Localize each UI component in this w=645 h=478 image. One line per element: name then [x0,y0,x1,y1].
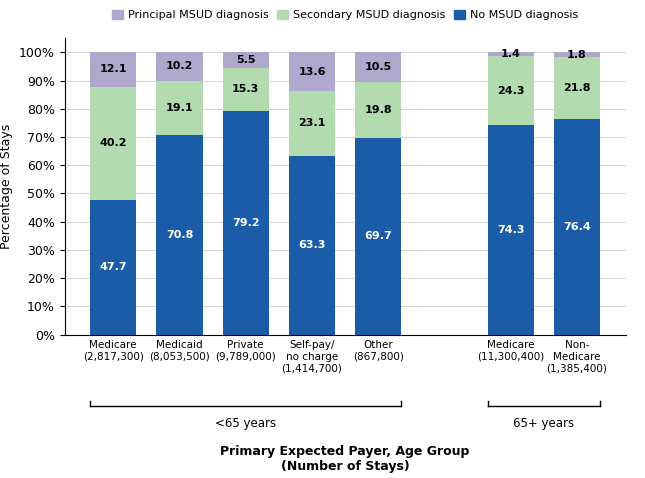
Bar [355,53,401,82]
Bar [90,53,136,87]
Text: 74.3: 74.3 [497,225,524,235]
Text: 79.2: 79.2 [232,218,259,228]
Text: 1.4: 1.4 [501,49,521,59]
Text: 19.1: 19.1 [166,103,194,113]
Text: 13.6: 13.6 [298,66,326,76]
Bar [488,125,534,335]
Text: 19.8: 19.8 [364,105,392,115]
Bar [355,82,401,138]
Bar [488,53,534,56]
Text: 1.8: 1.8 [567,50,587,60]
Text: 65+ years: 65+ years [513,417,575,430]
Bar [223,111,269,335]
Bar [90,200,136,335]
Bar [90,87,136,200]
Bar [554,57,600,119]
Bar [554,119,600,335]
Text: 47.7: 47.7 [99,262,127,272]
Text: 15.3: 15.3 [232,85,259,95]
Text: 10.2: 10.2 [166,62,193,72]
Text: 12.1: 12.1 [99,65,127,75]
Text: Primary Expected Payer, Age Group
(Number of Stays): Primary Expected Payer, Age Group (Numbe… [221,445,470,473]
Bar [488,56,534,125]
Bar [223,68,269,111]
Bar [289,53,335,91]
Text: 63.3: 63.3 [298,240,326,250]
Legend: Principal MSUD diagnosis, Secondary MSUD diagnosis, No MSUD diagnosis: Principal MSUD diagnosis, Secondary MSUD… [108,5,582,24]
Text: 24.3: 24.3 [497,86,524,96]
Bar [554,53,600,57]
Bar [223,53,269,68]
Text: 70.8: 70.8 [166,230,193,239]
Bar [289,156,335,335]
Text: 76.4: 76.4 [563,222,591,232]
Text: 10.5: 10.5 [364,62,392,72]
Bar [289,91,335,156]
Text: 23.1: 23.1 [298,119,326,128]
Bar [156,81,203,135]
Text: 69.7: 69.7 [364,231,392,241]
Text: 5.5: 5.5 [236,55,255,65]
Bar [156,135,203,335]
Text: 40.2: 40.2 [99,138,127,148]
Text: 21.8: 21.8 [563,83,591,93]
Bar [156,52,203,81]
Text: <65 years: <65 years [215,417,276,430]
Bar [355,138,401,335]
Y-axis label: Percentage of Stays: Percentage of Stays [1,124,14,249]
